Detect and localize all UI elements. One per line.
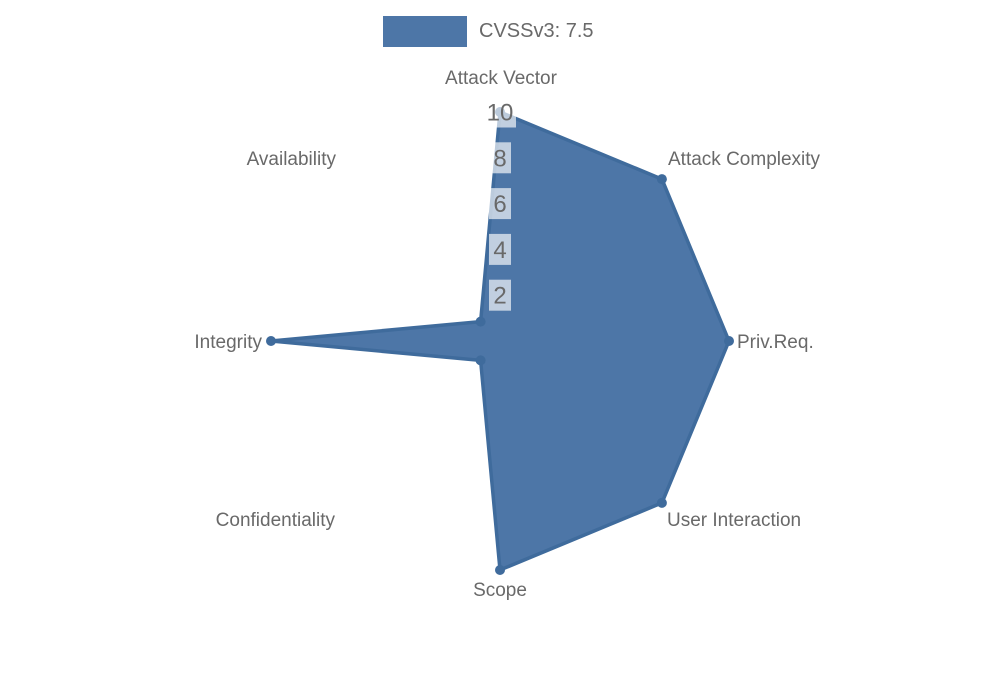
- tick-backdrop: [484, 96, 516, 128]
- tick-label: 2: [493, 283, 506, 310]
- data-point: [724, 336, 734, 346]
- data-point: [495, 565, 505, 575]
- axis-label-scope: Scope: [473, 580, 527, 601]
- legend-swatch: [383, 16, 467, 47]
- data-point: [475, 316, 486, 327]
- axis-label-integrity: Integrity: [194, 332, 262, 353]
- radial-tick-labels: 2 4 6 8 10: [484, 96, 516, 311]
- data-point: [475, 355, 486, 366]
- legend-item-cvssv3[interactable]: CVSSv3: 7.5: [383, 16, 594, 47]
- tick-backdrop: [489, 233, 511, 265]
- data-point: [656, 174, 667, 185]
- tick-label: 8: [493, 145, 506, 172]
- axis-label-availability: Availability: [247, 149, 337, 170]
- axis-label-attack-complexity: Attack Complexity: [668, 149, 821, 170]
- tick-label: 6: [493, 191, 506, 218]
- legend-label: CVSSv3: 7.5: [479, 20, 594, 42]
- data-point: [266, 336, 276, 346]
- axis-label-confidentiality: Confidentiality: [216, 510, 336, 531]
- radar-point-markers: [266, 107, 734, 575]
- tick-backdrop: [489, 279, 511, 311]
- axis-label-attack-vector: Attack Vector: [445, 68, 558, 89]
- axis-label-user-interaction: User Interaction: [667, 510, 801, 531]
- axis-labels: Attack Vector Attack Complexity Priv.Req…: [194, 68, 820, 601]
- data-point: [656, 497, 667, 508]
- tick-backdrop: [489, 142, 511, 174]
- tick-label: 10: [487, 100, 514, 127]
- tick-backdrop: [489, 188, 511, 220]
- axis-label-priv-req: Priv.Req.: [737, 332, 814, 353]
- tick-label: 4: [493, 237, 506, 264]
